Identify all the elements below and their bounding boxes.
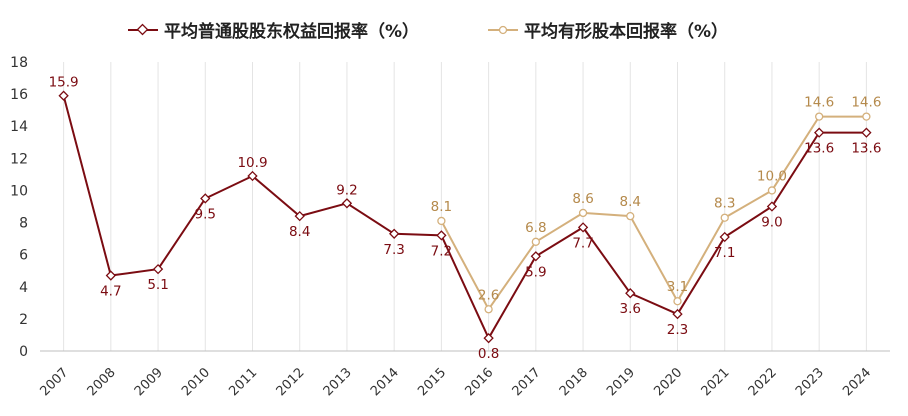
data-label-roe: 5.1	[147, 277, 168, 293]
data-point-rote	[815, 112, 824, 121]
data-point-rote	[578, 208, 588, 218]
data-point-rote	[437, 216, 446, 226]
x-tick-label: 2008	[85, 365, 119, 399]
data-label-roe: 13.6	[851, 141, 881, 157]
legend-item-rote: 平均有形股本回报率（%）	[488, 21, 728, 42]
y-tick-label: 6	[19, 248, 28, 264]
data-label-roe: 15.9	[49, 75, 79, 91]
data-point-rote	[484, 305, 493, 314]
y-tick-label: 8	[19, 216, 28, 232]
data-point-roe	[814, 127, 825, 138]
data-point-roe	[766, 201, 778, 212]
data-label-roe: 9.0	[761, 215, 782, 231]
data-label-roe: 7.1	[714, 245, 735, 261]
y-tick-label: 10	[10, 183, 28, 199]
x-tick-label: 2022	[746, 365, 780, 399]
y-tick-label: 4	[19, 280, 28, 296]
data-point-roe	[341, 198, 353, 209]
legend-label-rote: 平均有形股本回报率（%）	[524, 21, 728, 42]
data-label-roe: 3.6	[620, 301, 641, 317]
data-label-roe: 7.3	[383, 242, 404, 258]
x-tick-label: 2011	[226, 365, 260, 399]
data-label-roe: 9.2	[336, 182, 357, 198]
y-tick-label: 14	[10, 119, 28, 135]
data-label-roe: 5.9	[525, 264, 546, 280]
data-point-roe	[483, 332, 494, 344]
data-point-roe	[672, 308, 683, 320]
data-point-roe	[200, 193, 211, 204]
x-tick-label: 2020	[651, 365, 685, 399]
series-line-rote	[440, 115, 867, 312]
data-point-roe	[152, 263, 164, 275]
x-tick-label: 2014	[368, 365, 402, 399]
x-tick-label: 2015	[415, 365, 449, 399]
data-label-rote: 8.6	[572, 191, 593, 207]
data-label-roe: 0.8	[478, 346, 499, 362]
data-point-roe	[389, 228, 400, 239]
y-tick-label: 12	[10, 151, 28, 167]
y-tick-label: 0	[19, 344, 28, 360]
x-tick-label: 2024	[840, 365, 874, 399]
data-point-roe	[530, 251, 541, 262]
x-tick-label: 2013	[321, 365, 355, 399]
data-label-roe: 7.2	[431, 243, 452, 259]
data-label-rote: 8.3	[714, 196, 735, 212]
x-tick-label: 2019	[604, 365, 638, 399]
data-label-roe: 2.3	[667, 322, 688, 338]
y-tick-label: 2	[19, 312, 28, 328]
data-point-roe	[247, 170, 258, 182]
x-tick-label: 2007	[37, 365, 71, 399]
data-point-roe	[577, 222, 589, 233]
data-label-rote: 8.4	[620, 194, 641, 210]
data-label-roe: 10.9	[237, 155, 267, 171]
data-label-roe: 8.4	[289, 224, 310, 240]
data-label-rote: 14.6	[804, 95, 834, 111]
y-axis: 0 2 4 6 8 10 12 14 16 18	[10, 55, 28, 360]
x-tick-label: 2012	[274, 365, 308, 399]
x-tick-label: 2018	[557, 365, 591, 399]
data-label-rote: 10.0	[757, 168, 787, 184]
data-point-roe	[294, 210, 305, 222]
legend-item-roe: 平均普通股股东权益回报率（%）	[128, 21, 419, 42]
x-tick-label: 2010	[179, 365, 213, 399]
x-axis: 2007 2008 2009 2010 2011 2012 2013 2014 2015 2016…	[37, 350, 890, 399]
x-tick-label: 2023	[793, 365, 827, 399]
data-point-rote	[862, 112, 871, 121]
data-point-roe	[105, 270, 116, 281]
legend-label-roe: 平均普通股股东权益回报率（%）	[164, 21, 419, 42]
data-label-roe: 4.7	[100, 284, 121, 300]
data-point-roe	[719, 231, 730, 243]
data-label-rote: 3.1	[667, 279, 688, 295]
series-line-roe	[62, 95, 867, 341]
x-tick-label: 2016	[462, 365, 496, 399]
data-label-rote: 8.1	[431, 199, 452, 215]
data-point-roe	[58, 90, 69, 101]
x-tick-label: 2017	[510, 365, 544, 399]
data-point-rote	[720, 213, 729, 222]
x-tick-label: 2009	[132, 365, 166, 399]
y-tick-label: 18	[10, 55, 28, 71]
data-label-roe: 7.7	[572, 235, 593, 251]
data-label-roe: 9.5	[195, 206, 216, 222]
y-tick-label: 16	[10, 87, 28, 103]
x-tick-label: 2021	[699, 365, 733, 399]
data-point-rote	[673, 297, 682, 306]
chart-legend: 平均普通股股东权益回报率（%） 平均有形股本回报率（%）	[128, 21, 728, 42]
data-point-roe	[625, 288, 636, 299]
data-point-rote	[767, 186, 777, 195]
data-point-rote	[531, 237, 540, 246]
data-label-rote: 2.6	[478, 287, 499, 303]
data-point-rote	[626, 211, 635, 221]
series-layer: 15.9 4.7 5.1 9.5 10.9 8.4 9.2 7.3 7.2 0.8 5.9 7.7 3.…	[49, 75, 882, 362]
data-label-roe: 13.6	[804, 141, 834, 157]
data-point-roe	[436, 230, 447, 241]
data-label-rote: 6.8	[525, 220, 546, 236]
data-label-rote: 14.6	[851, 95, 881, 111]
data-point-roe	[861, 127, 872, 138]
